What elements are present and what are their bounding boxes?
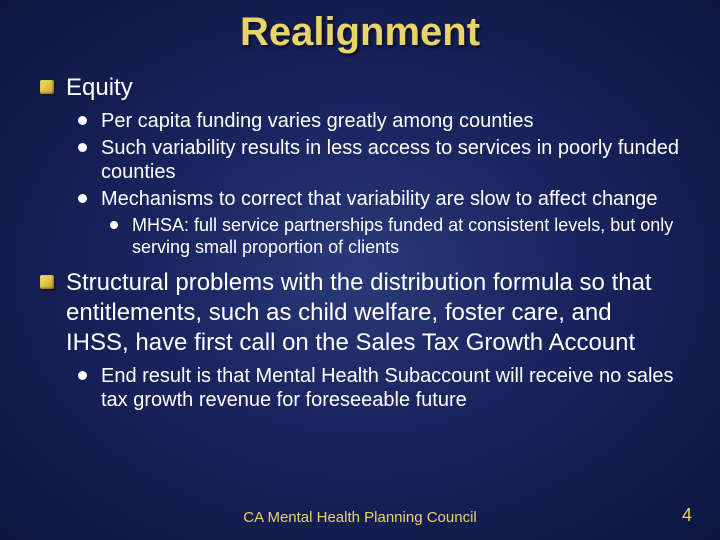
bullet-level2: Such variability results in less access … (78, 136, 680, 184)
slide-title: Realignment (40, 10, 680, 55)
diamond-bullet-icon (40, 275, 54, 289)
level2-group: Per capita funding varies greatly among … (78, 109, 680, 211)
bullet-level2: End result is that Mental Health Subacco… (78, 364, 680, 412)
level2-text: End result is that Mental Health Subacco… (101, 364, 680, 412)
dot-bullet-icon (78, 143, 87, 152)
level3-text: MHSA: full service partnerships funded a… (132, 215, 680, 258)
slide: Realignment Equity Per capita funding va… (0, 0, 720, 540)
level2-group: End result is that Mental Health Subacco… (78, 364, 680, 412)
dot-bullet-icon (110, 221, 118, 229)
level1-text: Structural problems with the distributio… (66, 268, 680, 358)
level1-text: Equity (66, 73, 133, 103)
bullet-level2: Per capita funding varies greatly among … (78, 109, 680, 133)
dot-bullet-icon (78, 194, 87, 203)
footer-text: CA Mental Health Planning Council (0, 509, 720, 526)
bullet-level3: MHSA: full service partnerships funded a… (110, 215, 680, 258)
level2-text: Such variability results in less access … (101, 136, 680, 184)
level3-group: MHSA: full service partnerships funded a… (110, 215, 680, 258)
dot-bullet-icon (78, 116, 87, 125)
page-number: 4 (682, 505, 692, 526)
bullet-level1: Equity (40, 73, 680, 103)
level2-text: Per capita funding varies greatly among … (101, 109, 533, 133)
bullet-level1: Structural problems with the distributio… (40, 268, 680, 358)
bullet-level2: Mechanisms to correct that variability a… (78, 187, 680, 211)
level2-text: Mechanisms to correct that variability a… (101, 187, 658, 211)
dot-bullet-icon (78, 371, 87, 380)
diamond-bullet-icon (40, 80, 54, 94)
